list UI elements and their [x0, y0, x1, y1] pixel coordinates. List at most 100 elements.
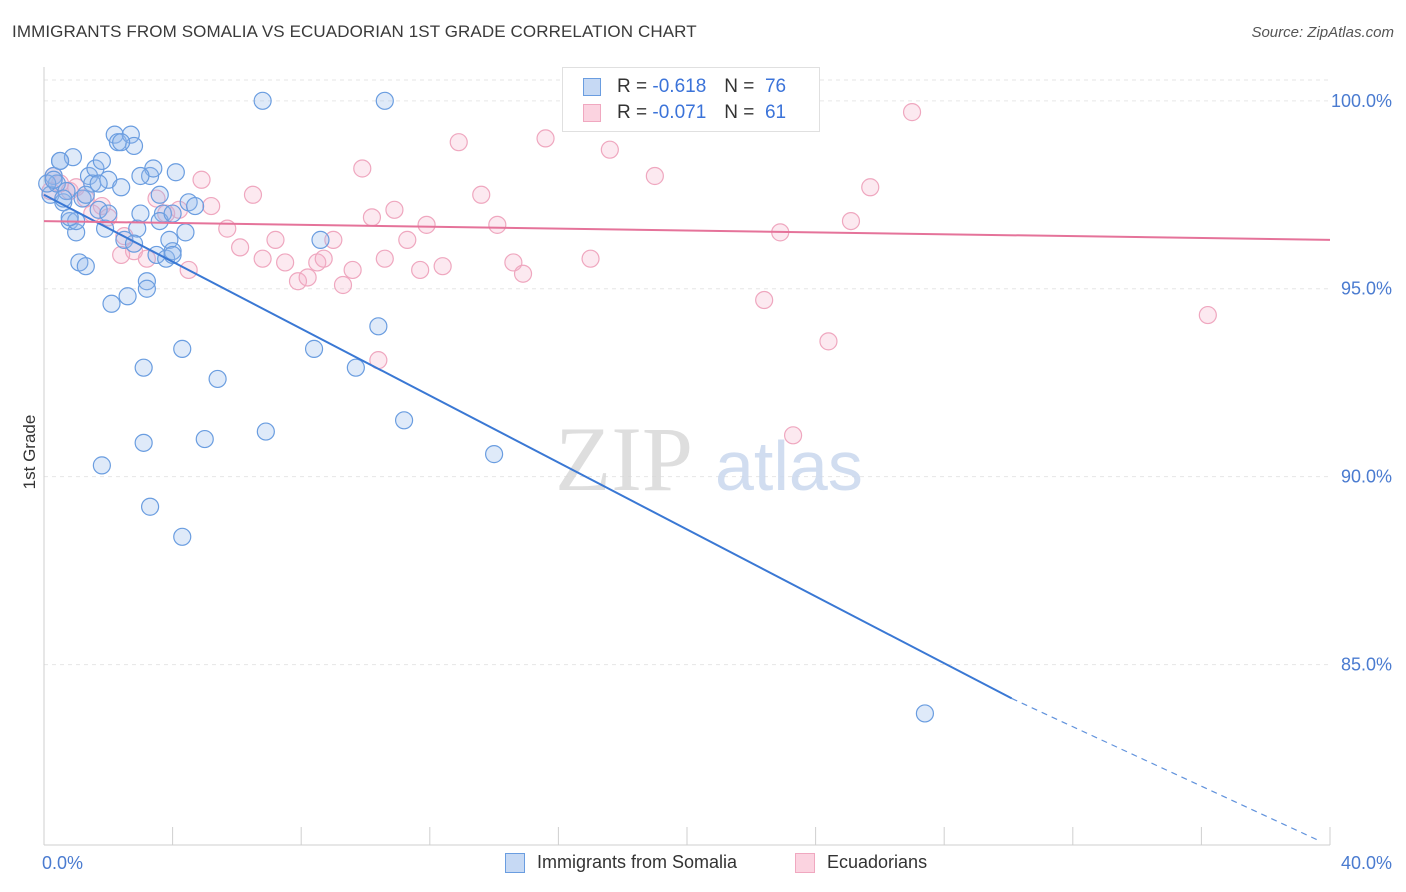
legend-row-ecuadorians: R = -0.071 N = 61 [583, 100, 786, 126]
trendline-somalia-extension [1011, 697, 1321, 842]
data-point [243, 185, 263, 204]
data-point [89, 174, 108, 193]
data-point [92, 456, 111, 475]
data-point [92, 151, 111, 171]
data-point [449, 133, 468, 152]
legend-r-label: R = [617, 102, 648, 123]
data-point [819, 332, 838, 351]
data-point [112, 133, 131, 152]
legend-n-value: 61 [764, 102, 787, 123]
data-point [118, 287, 137, 306]
data-point [346, 358, 365, 377]
data-point [137, 272, 156, 291]
data-point [304, 339, 324, 358]
data-point [417, 215, 436, 234]
data-point [134, 433, 153, 452]
series-immigrants-from-somalia [38, 91, 935, 723]
x-tick-label: 0.0% [42, 853, 83, 873]
y-tick-label: 90.0% [1341, 467, 1392, 487]
data-point [115, 230, 134, 249]
data-point [485, 445, 504, 464]
data-point [137, 279, 156, 298]
chart-source: Source: ZipAtlas.com [1251, 24, 1394, 41]
data-point [150, 185, 169, 204]
legend-swatch-pink [583, 104, 601, 122]
legend-n-label: N = [724, 76, 755, 97]
data-point [311, 230, 330, 249]
series-ecuadorians [41, 91, 1217, 445]
data-point [134, 358, 153, 377]
data-point [600, 140, 619, 159]
grid-lines [44, 79, 1330, 666]
legend-row-somalia: R = -0.618 N = 76 [583, 74, 786, 100]
watermark-zip: ZIP [555, 408, 693, 510]
data-point [488, 215, 507, 234]
data-point [581, 249, 600, 268]
trendline-ecuadorians [43, 220, 1331, 241]
data-point [231, 238, 250, 257]
data-point [276, 253, 295, 272]
trend-lines [43, 193, 1331, 842]
data-point [353, 159, 372, 178]
data-point [375, 91, 394, 110]
watermark: ZIP atlas [555, 408, 863, 510]
data-point [208, 369, 227, 389]
data-point [394, 411, 414, 430]
data-point [128, 219, 147, 238]
data-point [1198, 305, 1217, 325]
bottom-legend-swatch-pink [795, 852, 815, 873]
y-tick-label: 85.0% [1341, 655, 1392, 675]
data-point [755, 290, 774, 310]
data-point [298, 268, 317, 287]
data-point [218, 219, 237, 238]
data-point [76, 185, 95, 204]
bottom-legend-ecuadorians: Ecuadorians [795, 852, 927, 873]
legend-r-value: -0.618 [652, 76, 707, 97]
legend-n-label: N = [724, 102, 755, 123]
data-point [256, 422, 275, 441]
legend-n-value: 76 [764, 76, 787, 97]
data-point [861, 178, 880, 197]
data-point [266, 230, 285, 249]
data-point [915, 704, 935, 723]
data-point [76, 257, 95, 276]
data-point [89, 200, 108, 219]
data-point [385, 200, 404, 219]
data-point [375, 249, 394, 268]
data-point [202, 196, 221, 216]
bottom-legend-swatch-blue [505, 852, 525, 873]
legend-r-value: -0.071 [652, 102, 707, 123]
legend-swatch-blue [583, 78, 601, 96]
data-point [398, 230, 417, 249]
axes [43, 67, 1331, 846]
data-point [314, 249, 333, 268]
data-point [137, 249, 156, 268]
data-point [86, 159, 105, 178]
data-point [99, 204, 118, 223]
data-point [369, 317, 388, 336]
data-point [536, 129, 555, 148]
data-point [324, 230, 343, 249]
data-point [195, 429, 214, 449]
x-tick-label: 40.0% [1341, 853, 1392, 873]
y-tick-label: 95.0% [1341, 279, 1392, 299]
data-point [333, 275, 353, 295]
bottom-legend-label: Ecuadorians [827, 852, 928, 872]
data-point [163, 204, 182, 223]
data-point [192, 170, 211, 189]
data-point [253, 249, 272, 268]
data-point [253, 91, 272, 110]
data-point [131, 204, 150, 223]
y-tick-label: 100.0% [1331, 91, 1392, 111]
data-point [166, 163, 185, 182]
data-point [102, 294, 121, 313]
data-point [902, 103, 922, 122]
data-point [645, 166, 664, 186]
data-point [343, 260, 362, 280]
data-point [362, 208, 382, 227]
watermark-atlas: atlas [715, 427, 863, 505]
data-point [411, 260, 430, 280]
data-point [131, 166, 150, 186]
correlation-legend: R = -0.618 N = 76 R = -0.071 N = 61 [562, 67, 820, 132]
